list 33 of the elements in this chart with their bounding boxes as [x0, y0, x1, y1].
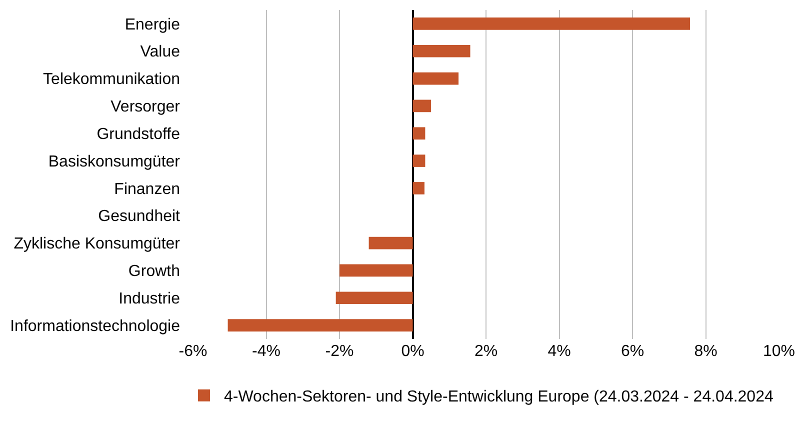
y-tick-label: Value [140, 44, 180, 61]
y-tick-label: Energie [124, 16, 180, 34]
bar [228, 319, 413, 332]
y-tick-label: Finanzen [114, 180, 180, 198]
bar [412, 72, 459, 85]
y-tick-label: Growth [128, 263, 180, 280]
bar [340, 264, 413, 277]
x-tick-label: 4% [548, 343, 571, 360]
x-tick-label: 6% [620, 343, 644, 360]
x-tick-label: 8% [694, 343, 718, 360]
bar [412, 18, 690, 30]
y-tick-label: Versorger [110, 98, 181, 116]
bar [412, 154, 426, 167]
x-tick-label: -6% [178, 343, 208, 360]
y-tick-label: Zyklische Konsumgüter [14, 236, 181, 253]
bar [336, 292, 413, 304]
bar [412, 44, 470, 58]
bar [412, 100, 432, 112]
y-tick-label: Gesundheit [98, 208, 181, 226]
x-tick-label: 2% [474, 343, 498, 360]
x-tick-label: -4% [252, 343, 280, 360]
bar [412, 127, 426, 140]
y-tick-label: Telekommunikation [43, 71, 180, 88]
bar [368, 236, 413, 250]
x-tick-label: -2% [325, 343, 354, 360]
legend-label: 4-Wochen-Sektoren- und Style-Entwicklung Europe (24.03.2024 - 24.04.2024 [224, 388, 774, 406]
x-tick-label: 0% [401, 343, 424, 360]
y-tick-label: Grundstoffe [96, 126, 180, 143]
y-tick-label: Informationstechnologie [10, 318, 180, 335]
y-tick-label: Basiskonsumgüter [48, 153, 181, 170]
x-tick-label: 10% [762, 343, 796, 360]
y-tick-label: Industrie [118, 290, 180, 308]
bar [412, 182, 424, 194]
